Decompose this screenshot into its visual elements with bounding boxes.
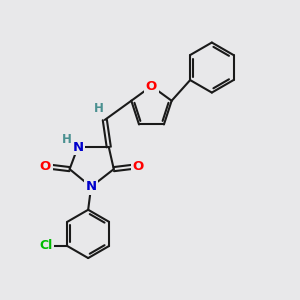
Text: O: O — [132, 160, 144, 173]
Text: Cl: Cl — [39, 239, 52, 253]
Text: N: N — [85, 180, 97, 193]
Text: H: H — [93, 102, 103, 115]
Text: O: O — [40, 160, 51, 173]
Text: O: O — [146, 80, 157, 93]
Text: N: N — [72, 141, 83, 154]
Text: H: H — [62, 133, 72, 146]
